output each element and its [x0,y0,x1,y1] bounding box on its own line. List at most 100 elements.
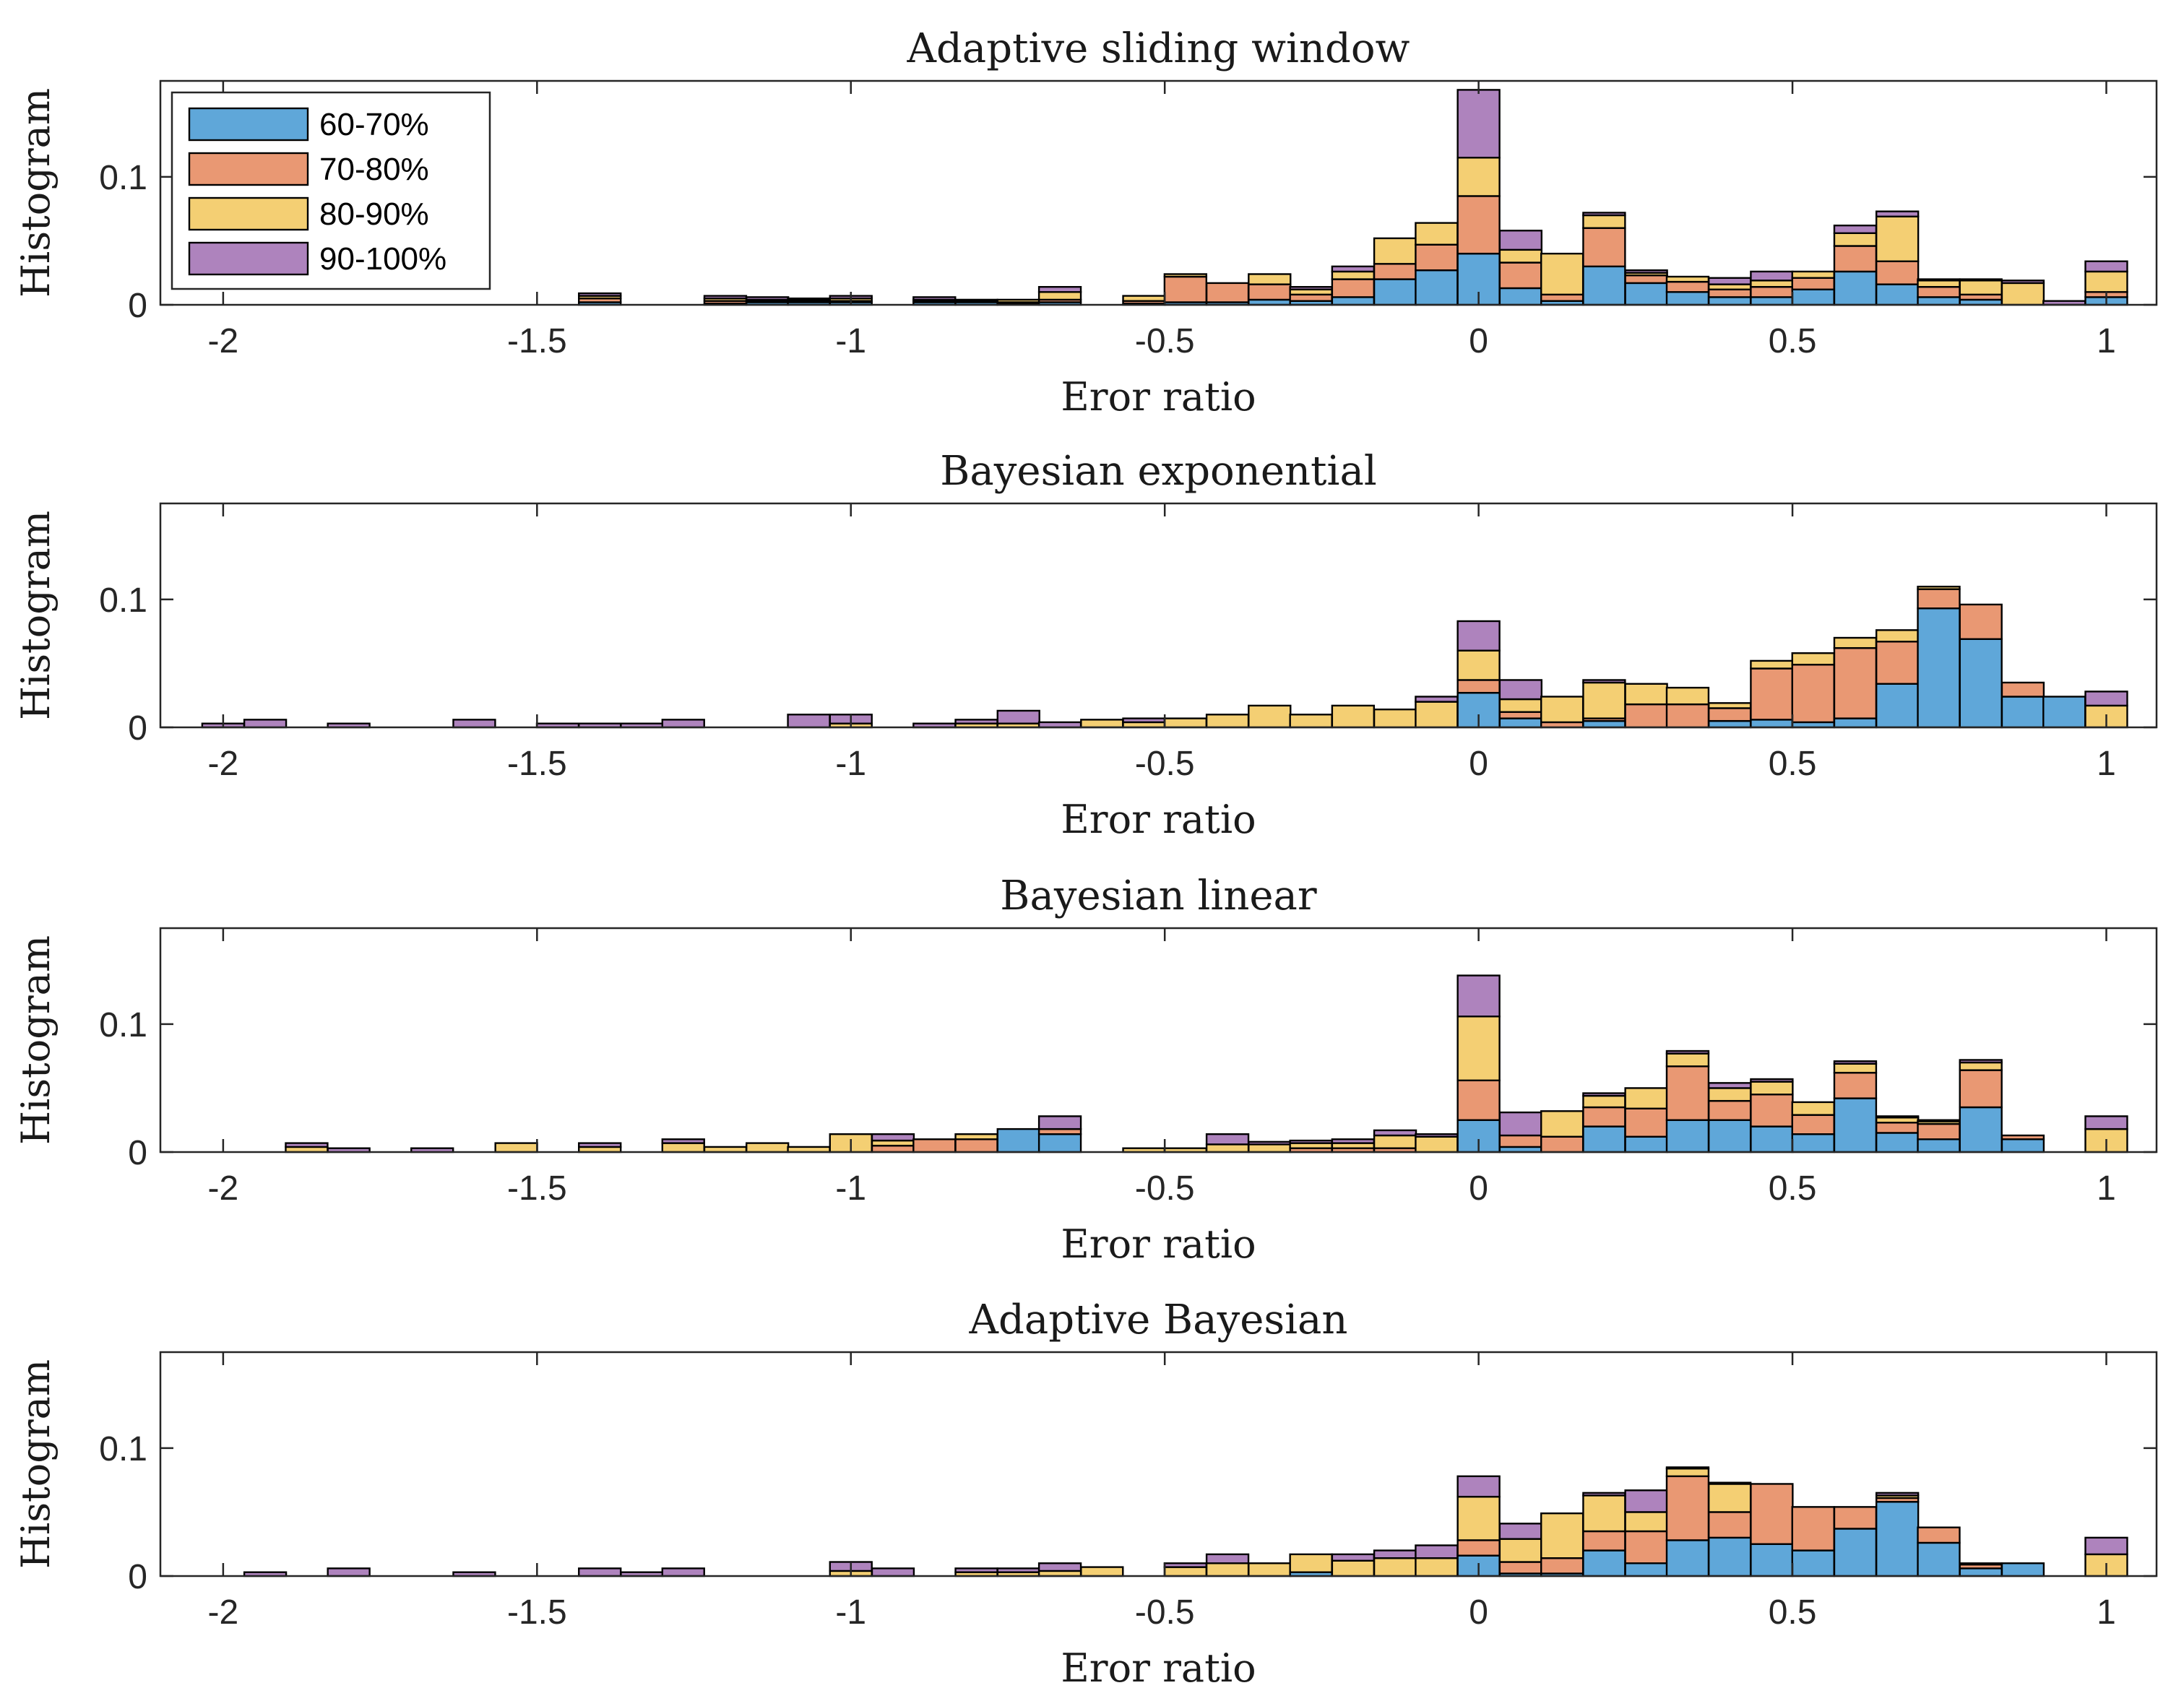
x-tick-label: -0.5 [1135,745,1195,783]
x-axis-label: Eror ratio [1061,797,1256,842]
bar-segment [1665,1475,1710,1541]
bar-segment [1750,1094,1794,1127]
bar-segment [1707,1082,1752,1089]
bar-segment [1205,1143,1250,1154]
bar-segment [1163,273,1208,278]
bar-segment [1456,1016,1501,1081]
bar-segment [703,295,748,300]
bar-segment [1540,1512,1584,1559]
bar-segment [1373,1557,1417,1577]
bar-segment [1248,1141,1292,1146]
bar-segment [1456,89,1501,159]
bar-segment [1582,1125,1626,1154]
bar-segment [1791,652,1835,666]
bar-segment [661,1138,705,1144]
bar-segment [1415,1544,1459,1559]
bar-segment [1833,1506,1878,1530]
bar-segment [1665,291,1710,306]
x-tick-label: -0.5 [1135,1169,1195,1208]
bar-segment [1624,1530,1668,1564]
bar-segment [1707,1119,1752,1154]
bar-segment [1248,283,1292,301]
bar-segment [1456,1079,1501,1121]
bar-segment [1582,1094,1626,1109]
bar-segment [1163,1566,1208,1577]
x-tick-label: 0.5 [1769,322,1817,360]
bar-segment [1331,278,1376,298]
x-tick-label: -1 [835,1169,866,1208]
bar-segment [1959,1106,2003,1154]
bar-segment [1917,1526,1961,1544]
bar-segment [1373,1134,1417,1149]
bar-segment [1122,295,1166,302]
bar-segment [1707,288,1752,298]
bar-segment [1624,1489,1668,1513]
bar-segment [2084,1536,2128,1556]
x-tick-label: -2 [208,1593,239,1632]
bar-segment [1456,1475,1501,1498]
bar-segment [2000,280,2045,285]
bar-segment [1624,1562,1668,1577]
bar-segment [1498,261,1543,290]
bar-segment [1624,1087,1668,1109]
bar-segment [1624,683,1668,706]
y-tick-label: 0.1 [99,581,147,620]
bar-segment [1582,1106,1626,1127]
bar-segment [2000,696,2045,729]
bar-segment [1582,1492,1626,1497]
bar-segment [1875,1132,1920,1154]
bar-segment [1582,1494,1626,1533]
bar-segment [1665,703,1710,729]
bar-segment [1707,277,1752,285]
bar-segment [1415,269,1459,306]
bar-segment [1289,293,1333,302]
bar-segment [1665,1467,1710,1478]
bar-segment [1791,1506,1835,1551]
bar-segment [1707,1511,1752,1539]
bar-segment [1331,1138,1376,1144]
bar-segment [1833,1062,1878,1074]
bar-segment [578,1142,622,1148]
bar-segment [1373,278,1417,306]
bar-segment [1707,719,1752,729]
bar-segment [1750,280,1794,288]
bar-segment [1582,1530,1626,1551]
bar-segment [1498,248,1543,264]
x-tick-label: -1 [835,1593,866,1632]
bar-segment [1498,679,1543,701]
y-axis-label: Histogram [13,511,59,720]
bar-segment [1959,638,2003,729]
bar-segment [1037,286,1082,293]
bar-segment [1582,227,1626,268]
bar-segment [912,296,957,301]
bar-segment [1331,270,1376,280]
bar-segment [1582,1092,1626,1097]
bar-segment [1582,1549,1626,1577]
bar-segment [1456,195,1501,255]
axes-box [159,79,2158,306]
bar-segment [1750,1078,1794,1083]
x-tick-label: -1 [835,322,866,360]
bar-segment [954,719,998,724]
bar-segment [1875,1122,1920,1134]
bar-segment [1707,702,1752,709]
bar-segment [1498,1134,1543,1148]
bar-segment [1917,286,1961,298]
y-axis-label: Histogram [13,1359,59,1569]
bar-segment [1624,1107,1668,1138]
bar-segment [1080,1566,1124,1577]
bar-segment [661,719,705,729]
bar-segment [1080,719,1124,729]
bar-segment [661,1142,705,1154]
x-tick-label: -2 [208,322,239,360]
x-tick-label: 1 [2097,745,2116,783]
bar-segment [1582,212,1626,217]
bar-segment [1750,1125,1794,1154]
bar-segment [1917,278,1961,282]
x-tick-label: -1.5 [507,1169,567,1208]
bar-segment [1415,222,1459,246]
x-tick-label: -1.5 [507,322,567,360]
bar-segment [1248,1562,1292,1577]
bar-segment [1833,646,1878,719]
bar-segment [1415,1557,1459,1577]
